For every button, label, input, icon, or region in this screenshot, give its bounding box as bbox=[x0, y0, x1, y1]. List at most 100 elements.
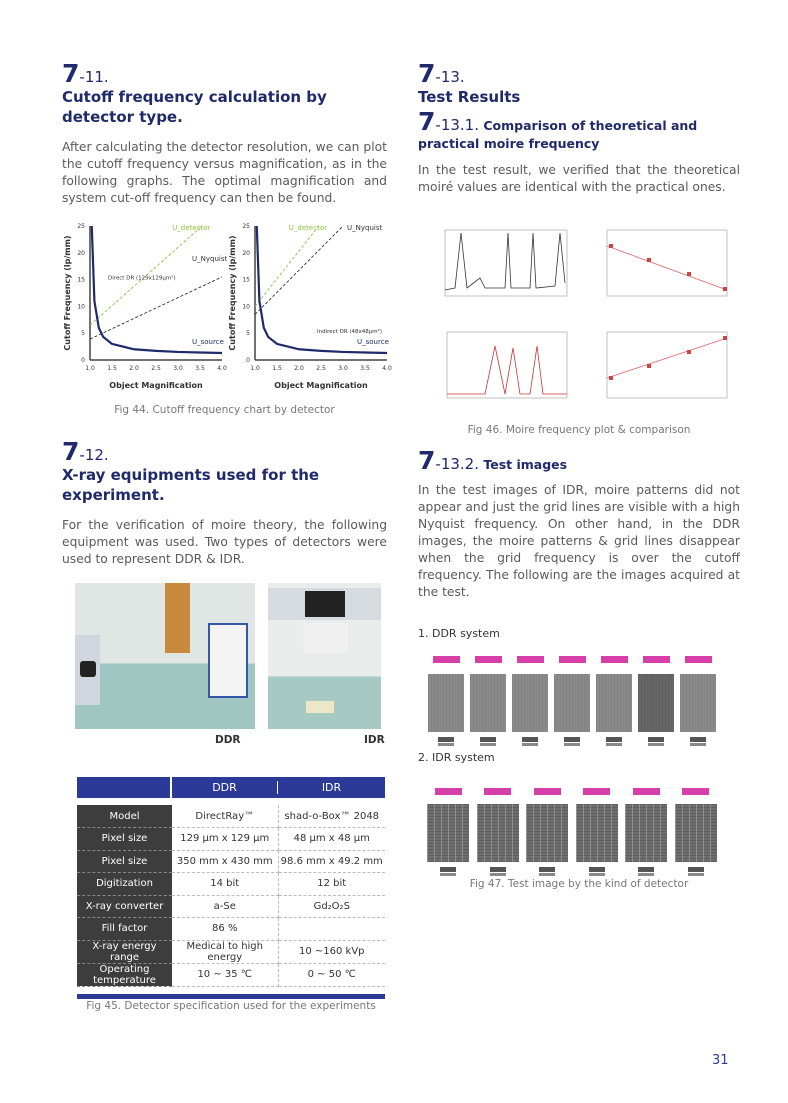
y-tick-label: 5 bbox=[246, 330, 250, 337]
detector-spec-table: DDR IDR Model DirectRay™ shad-o-Box™ 2048 P… bbox=[77, 777, 385, 999]
table-row: Model DirectRay™ shad-o-Box™ 2048 bbox=[77, 805, 385, 828]
grid-tag bbox=[583, 788, 611, 795]
section-7-13: 7-13. Test Results 7-13.1. Comparison of… bbox=[418, 59, 740, 196]
grid-tag bbox=[533, 788, 561, 795]
row-label: Pixel size bbox=[77, 850, 172, 873]
ddr-value: 10 ~ 35 ℃ bbox=[172, 963, 279, 987]
idr-value: Gd₂O₂S bbox=[278, 895, 385, 918]
y-tick-label: 10 bbox=[77, 303, 85, 310]
test-image bbox=[512, 648, 548, 746]
chart-annotation: Indirect DR (48x48μm²) bbox=[317, 328, 382, 335]
ddr-test-images bbox=[428, 648, 716, 746]
section-number: 7-11. bbox=[62, 59, 109, 88]
grid-tag bbox=[632, 788, 660, 795]
idr-system-heading: 2. IDR system bbox=[418, 751, 495, 764]
row-label: X-ray energy range bbox=[77, 940, 172, 964]
x-axis-label: Object Magnification bbox=[109, 381, 203, 390]
cutoff-chart-direct: 1.0 1.5 2.0 2.5 3.0 3.5 4.0 0 5 10 15 20 25 U_detecto… bbox=[63, 223, 227, 390]
x-tick-label: 1.5 bbox=[107, 365, 117, 372]
y-tick-label: 20 bbox=[77, 250, 85, 257]
moire-frequency-plots bbox=[444, 229, 728, 399]
x-tick-label: 2.0 bbox=[129, 365, 139, 372]
y-tick-label: 15 bbox=[242, 277, 250, 284]
fig44-caption: Fig 44. Cutoff frequency chart by detect… bbox=[114, 404, 335, 416]
grid-tag bbox=[484, 788, 512, 795]
test-image bbox=[638, 648, 674, 746]
x-tick-label: 1.0 bbox=[250, 365, 260, 372]
x-tick-label: 3.0 bbox=[173, 365, 183, 372]
table-row: Operating temperature 10 ~ 35 ℃ 0 ~ 50 ℃ bbox=[77, 963, 385, 987]
test-image bbox=[575, 780, 618, 876]
y-tick-label: 20 bbox=[242, 250, 250, 257]
fig47-caption: Fig 47. Test image by the kind of detect… bbox=[469, 878, 689, 890]
idr-value: shad-o-Box™ 2048 bbox=[278, 805, 385, 828]
subsection-body: In the test result, we verified that the… bbox=[418, 163, 740, 194]
ddr-value: 86 % bbox=[172, 917, 279, 941]
section-body: For the verification of moire theory, th… bbox=[62, 518, 387, 566]
y-tick-label: 15 bbox=[77, 277, 85, 284]
photo-ddr bbox=[75, 583, 255, 729]
test-image bbox=[625, 780, 668, 876]
test-image bbox=[428, 648, 464, 746]
series-u-nyquist bbox=[89, 276, 223, 340]
cutoff-chart-indirect: 1.0 1.5 2.0 2.5 3.0 3.5 4.0 0 5 10 15 20 25 U_detecto… bbox=[228, 223, 392, 390]
row-label: Operating temperature bbox=[77, 963, 172, 987]
section-7-12: 7-12. X-ray equipments used for the expe… bbox=[62, 437, 387, 568]
series-u-nyquist bbox=[254, 225, 344, 315]
test-image bbox=[470, 648, 506, 746]
fig46-caption: Fig 46. Moire frequency plot & compariso… bbox=[467, 424, 691, 436]
ddr-value: Medical to high energy bbox=[172, 940, 279, 964]
test-image bbox=[554, 648, 590, 746]
table-row: X-ray converter a-Se Gd₂O₂S bbox=[77, 895, 385, 918]
grid-tag bbox=[434, 788, 462, 795]
idr-value: 12 bit bbox=[278, 872, 385, 896]
section-7-11: 7-11. Cutoff frequency calculation by de… bbox=[62, 59, 387, 207]
row-label: X-ray converter bbox=[77, 895, 172, 918]
x-tick-label: 4.0 bbox=[382, 365, 392, 372]
grid-tag bbox=[432, 656, 460, 663]
ddr-system-heading: 1. DDR system bbox=[418, 627, 500, 640]
x-tick-label: 3.5 bbox=[195, 365, 205, 372]
series-label: U_detector bbox=[172, 224, 210, 232]
table-header: DDR IDR bbox=[77, 777, 385, 798]
grid-tag bbox=[684, 656, 712, 663]
y-tick-label: 25 bbox=[242, 223, 250, 230]
x-tick-label: 1.5 bbox=[272, 365, 282, 372]
section-number: 7-13. bbox=[418, 59, 465, 88]
section-body: After calculating the detector resolutio… bbox=[62, 140, 387, 205]
grid-tag bbox=[600, 656, 628, 663]
table-footer-bar bbox=[77, 993, 385, 999]
x-tick-label: 3.0 bbox=[338, 365, 348, 372]
subsection-body: In the test images of IDR, moire pattern… bbox=[418, 483, 740, 599]
ddr-value: a-Se bbox=[172, 895, 279, 918]
photo-idr bbox=[268, 583, 381, 729]
test-image bbox=[427, 780, 469, 876]
test-image bbox=[596, 648, 632, 746]
header-ddr: DDR bbox=[172, 781, 278, 794]
row-label: Model bbox=[77, 805, 172, 828]
row-label: Fill factor bbox=[77, 917, 172, 941]
idr-value: 10 ~160 kVp bbox=[278, 940, 385, 964]
y-tick-label: 0 bbox=[81, 357, 85, 364]
section-title: Cutoff frequency calculation by detector… bbox=[62, 88, 327, 126]
header-idr: IDR bbox=[321, 781, 342, 794]
test-image bbox=[476, 780, 519, 876]
idr-value bbox=[278, 917, 385, 941]
fig45-caption: Fig 45. Detector specification used for … bbox=[86, 1000, 376, 1012]
photo-idr-label: IDR bbox=[364, 734, 385, 746]
row-label: Digitization bbox=[77, 872, 172, 896]
x-tick-label: 2.0 bbox=[294, 365, 304, 372]
x-tick-label: 1.0 bbox=[85, 365, 95, 372]
y-tick-label: 0 bbox=[246, 357, 250, 364]
idr-value: 98.6 mm x 49.2 mm bbox=[278, 850, 385, 873]
table-row: Digitization 14 bit 12 bit bbox=[77, 872, 385, 896]
grid-tag bbox=[642, 656, 670, 663]
y-tick-label: 5 bbox=[81, 330, 85, 337]
section-title: X-ray equipments used for the experiment… bbox=[62, 466, 320, 504]
subsection-title: 7-13.1. Comparison of theoretical and pr… bbox=[418, 107, 698, 151]
section-number: 7-12. bbox=[62, 437, 109, 466]
series-label: U_Nyquist bbox=[347, 224, 382, 232]
y-axis-label: Cutoff Frequency (lp/mm) bbox=[63, 235, 72, 350]
y-tick-label: 25 bbox=[77, 223, 85, 230]
subsection-7-13-2: 7-13.2. Test images In the test images o… bbox=[418, 448, 740, 601]
